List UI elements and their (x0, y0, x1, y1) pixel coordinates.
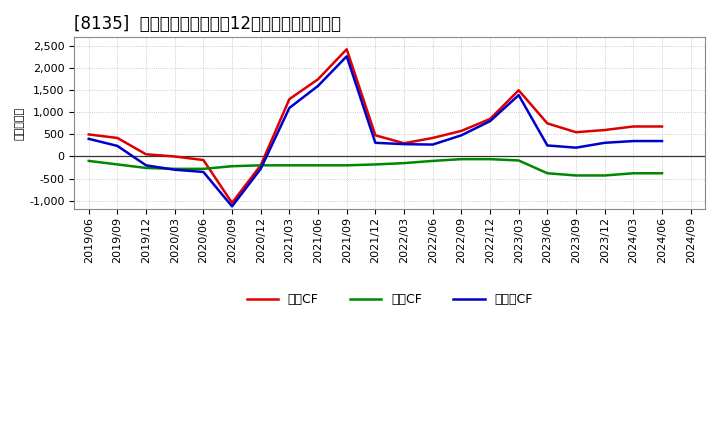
投資CF (514, 158, 523, 163)
投資CF (113, 162, 122, 167)
フリーCF (543, 143, 552, 148)
投資CF (199, 166, 207, 172)
投資CF (256, 163, 265, 168)
営業CF (514, 88, 523, 93)
投資CF (629, 171, 638, 176)
フリーCF (629, 139, 638, 144)
営業CF (84, 132, 93, 137)
営業CF (285, 96, 294, 102)
フリーCF (400, 142, 408, 147)
投資CF (457, 157, 466, 162)
フリーCF (113, 143, 122, 149)
フリーCF (600, 140, 609, 146)
フリーCF (486, 118, 495, 124)
営業CF (543, 121, 552, 126)
投資CF (142, 165, 150, 171)
投資CF (428, 158, 437, 164)
フリーCF (228, 204, 236, 209)
フリーCF (142, 163, 150, 168)
営業CF (142, 152, 150, 157)
フリーCF (314, 83, 323, 88)
営業CF (343, 47, 351, 52)
営業CF (371, 133, 379, 138)
フリーCF (371, 140, 379, 146)
投資CF (572, 173, 580, 178)
フリーCF (514, 92, 523, 98)
投資CF (657, 171, 666, 176)
営業CF (457, 128, 466, 133)
投資CF (600, 173, 609, 178)
営業CF (256, 163, 265, 168)
投資CF (486, 157, 495, 162)
フリーCF (657, 139, 666, 144)
営業CF (629, 124, 638, 129)
営業CF (228, 200, 236, 205)
Line: 営業CF: 営業CF (89, 49, 662, 203)
フリーCF (457, 133, 466, 138)
フリーCF (256, 166, 265, 172)
営業CF (171, 154, 179, 159)
フリーCF (285, 105, 294, 110)
営業CF (657, 124, 666, 129)
営業CF (600, 127, 609, 132)
投資CF (543, 171, 552, 176)
営業CF (486, 116, 495, 121)
Text: [8135]  キャッシュフローの12か月移動合計の推移: [8135] キャッシュフローの12か月移動合計の推移 (74, 15, 341, 33)
投資CF (285, 163, 294, 168)
フリーCF (572, 145, 580, 150)
営業CF (400, 141, 408, 146)
投資CF (84, 158, 93, 164)
投資CF (228, 164, 236, 169)
投資CF (400, 161, 408, 166)
フリーCF (171, 167, 179, 172)
フリーCF (84, 136, 93, 142)
投資CF (371, 162, 379, 167)
営業CF (113, 136, 122, 141)
フリーCF (199, 169, 207, 175)
投資CF (343, 163, 351, 168)
投資CF (314, 163, 323, 168)
投資CF (171, 166, 179, 172)
営業CF (199, 158, 207, 163)
Line: フリーCF: フリーCF (89, 56, 662, 206)
Legend: 営業CF, 投資CF, フリーCF: 営業CF, 投資CF, フリーCF (241, 288, 538, 311)
Y-axis label: （百万円）: （百万円） (15, 107, 25, 140)
Line: 投資CF: 投資CF (89, 159, 662, 176)
フリーCF (343, 54, 351, 59)
営業CF (428, 136, 437, 141)
フリーCF (428, 142, 437, 147)
営業CF (572, 130, 580, 135)
営業CF (314, 77, 323, 82)
